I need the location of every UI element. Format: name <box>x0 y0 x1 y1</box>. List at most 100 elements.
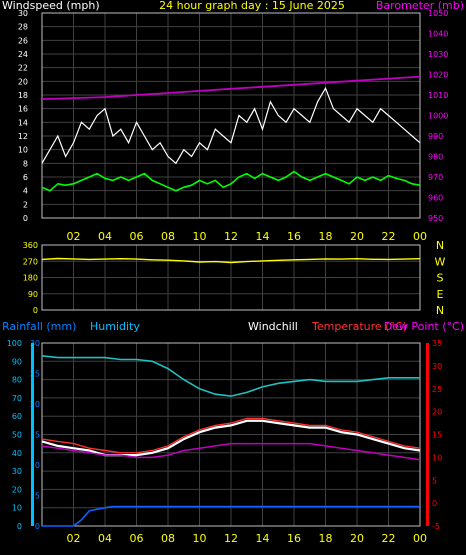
rainfall-label: Rainfall (mm) <box>2 320 76 333</box>
temperature-tick-label: 35 <box>432 339 442 348</box>
hour-tick-label: 20 <box>350 532 364 545</box>
hour-tick-label: 18 <box>319 230 333 243</box>
wind-tick-label: 28 <box>18 23 28 32</box>
barometer-tick-label: 990 <box>428 132 443 141</box>
temperature-tick-label: 15 <box>432 431 442 440</box>
humidity-tick-label: 70 <box>12 394 22 403</box>
rainfall-tick-label: 20 <box>30 400 40 409</box>
wind-axis-title: Windspeed (mph) <box>2 0 100 12</box>
rainfall-tick-label: 25 <box>30 370 40 379</box>
hour-tick-label: 04 <box>98 230 112 243</box>
chart-title: 24 hour graph day : 15 June 2025 <box>159 0 345 12</box>
windchill-label: Windchill <box>248 320 298 333</box>
wind-tick-label: 18 <box>18 91 28 100</box>
wind-panel-series <box>41 75 421 192</box>
wind-panel-grid <box>42 12 421 219</box>
direction-panel-series <box>41 257 421 264</box>
hour-tick-label: 02 <box>67 230 81 243</box>
direction-panel-grid <box>42 244 421 311</box>
hour-tick-label: 02 <box>67 532 81 545</box>
barometer-tick-label: 970 <box>428 173 443 182</box>
barometer-tick-label: 1050 <box>428 9 448 18</box>
wind-gust-line <box>41 86 421 165</box>
temperature-panel-frame <box>41 342 421 527</box>
rainfall-tick-label: 10 <box>30 461 40 470</box>
humidity-tick-label: 90 <box>12 357 22 366</box>
temperature-tick-label: 10 <box>432 453 442 462</box>
hour-tick-label: 08 <box>161 532 175 545</box>
hour-tick-label: 00 <box>413 532 427 545</box>
humidity-tick-label: 50 <box>12 431 22 440</box>
wind-tick-label: 26 <box>18 36 28 45</box>
temperature-tick-label: 30 <box>432 362 442 371</box>
direction-tick-label: 90 <box>28 290 38 299</box>
wind-tick-label: 6 <box>23 173 28 182</box>
hour-tick-label: 10 <box>193 532 207 545</box>
humidity-tick-label: 100 <box>7 339 22 348</box>
humidity-tick-label: 80 <box>12 376 22 385</box>
barometer-tick-label: 950 <box>428 214 443 223</box>
temperature-tick-label: 25 <box>432 385 442 394</box>
barometer-tick-label: 1010 <box>428 91 448 100</box>
wind-tick-label: 16 <box>18 105 28 114</box>
wind-tick-label: 30 <box>18 9 28 18</box>
wind-tick-label: 2 <box>23 200 28 209</box>
dew-point-label: Dew Point (°C) <box>384 320 464 333</box>
dew-point-line <box>41 442 421 461</box>
temperature-line <box>41 417 421 454</box>
wind-tick-label: 8 <box>23 159 28 168</box>
wind-average-line <box>41 170 421 192</box>
barometer-axis-title: Barometer (mb) <box>376 0 464 12</box>
hour-tick-label: 12 <box>224 532 238 545</box>
compass-label: S <box>437 272 444 285</box>
hour-tick-label: 10 <box>193 230 207 243</box>
hour-tick-label: 20 <box>350 230 364 243</box>
rainfall-tick-label: 5 <box>35 492 40 501</box>
rainfall-line <box>42 505 420 527</box>
temperature-label: Temperature (°C) <box>311 320 407 333</box>
humidity-tick-label: 10 <box>12 504 22 513</box>
barometer-tick-label: 1000 <box>428 112 448 121</box>
wind-panel-frame <box>41 12 421 219</box>
rainfall-axis-bar <box>31 343 34 526</box>
wind-tick-label: 10 <box>18 146 28 155</box>
wind-tick-label: 0 <box>23 214 28 223</box>
temperature-tick-label: 5 <box>432 476 437 485</box>
temperature-tick-label: 0 <box>432 499 437 508</box>
compass-label: E <box>437 288 444 301</box>
wind-direction-line <box>41 257 421 264</box>
hour-tick-label: 16 <box>287 532 301 545</box>
hour-tick-label: 04 <box>98 532 112 545</box>
humidity-tick-label: 30 <box>12 467 22 476</box>
hour-tick-label: 16 <box>287 230 301 243</box>
hour-tick-label: 00 <box>413 230 427 243</box>
compass-label: W <box>435 255 446 268</box>
humidity-label: Humidity <box>90 320 140 333</box>
wind-tick-label: 22 <box>18 64 28 73</box>
rainfall-tick-label: 15 <box>30 431 40 440</box>
wind-tick-label: 12 <box>18 132 28 141</box>
humidity-tick-label: 40 <box>12 449 22 458</box>
barometer-tick-label: 1030 <box>428 50 448 59</box>
barometer-tick-label: 980 <box>428 153 443 162</box>
temperature-tick-label: -5 <box>432 522 440 531</box>
direction-panel-frame <box>41 244 421 311</box>
compass-label: N <box>436 239 444 252</box>
direction-tick-label: 0 <box>33 306 38 315</box>
wind-tick-label: 14 <box>18 118 28 127</box>
axis-labels: 0246810121416182022242628309509609709809… <box>7 9 449 545</box>
hour-tick-label: 22 <box>382 230 396 243</box>
direction-tick-label: 270 <box>23 257 38 266</box>
hour-tick-label: 14 <box>256 230 270 243</box>
hour-tick-label: 06 <box>130 230 144 243</box>
direction-tick-label: 360 <box>23 241 38 250</box>
temperature-tick-label: 20 <box>432 408 442 417</box>
temperature-panel-series <box>41 355 421 527</box>
wind-tick-label: 24 <box>18 50 28 59</box>
temperature-axis-bar <box>426 343 429 526</box>
humidity-tick-label: 60 <box>12 412 22 421</box>
hour-tick-label: 12 <box>224 230 238 243</box>
barometer-tick-label: 960 <box>428 194 443 203</box>
barometer-tick-label: 1020 <box>428 71 448 80</box>
